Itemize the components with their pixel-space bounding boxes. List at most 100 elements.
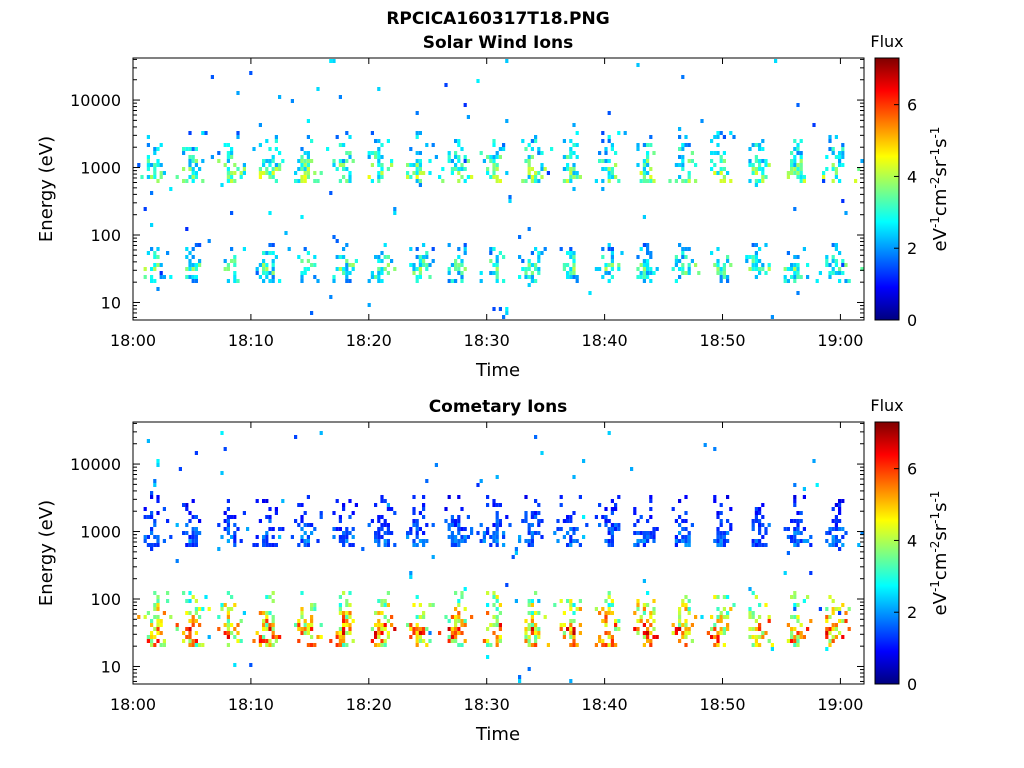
heatmap-cell xyxy=(636,543,640,547)
heatmap-cell xyxy=(754,251,758,255)
heatmap-cell xyxy=(268,595,272,599)
heatmap-cell xyxy=(681,143,685,147)
heatmap-cell xyxy=(454,615,458,619)
heatmap-cell xyxy=(226,155,230,159)
heatmap-cell xyxy=(342,619,346,623)
heatmap-cell xyxy=(610,171,614,175)
heatmap-cell xyxy=(412,511,416,515)
heatmap-cell xyxy=(338,255,342,259)
heatmap-cell xyxy=(188,591,192,595)
heatmap-cell xyxy=(854,179,858,183)
heatmap-cell xyxy=(329,191,333,195)
heatmap-cell xyxy=(428,603,432,607)
heatmap-cell xyxy=(418,271,422,275)
heatmap-cell xyxy=(713,163,717,167)
heatmap-cell xyxy=(521,519,525,523)
heatmap-cell xyxy=(796,527,800,531)
heatmap-cell xyxy=(601,187,605,191)
heatmap-cell xyxy=(297,167,301,171)
heatmap-cell xyxy=(482,159,486,163)
heatmap-cell xyxy=(642,635,646,639)
heatmap-cell xyxy=(831,163,835,167)
heatmap-cell xyxy=(530,175,534,179)
heatmap-cell xyxy=(143,539,147,543)
heatmap-cell xyxy=(770,647,774,651)
heatmap-cell xyxy=(790,171,794,175)
heatmap-cell xyxy=(479,151,483,155)
heatmap-cell xyxy=(335,643,339,647)
heatmap-cell xyxy=(527,599,531,603)
heatmap-cell xyxy=(732,135,736,139)
heatmap-cell xyxy=(569,527,573,531)
heatmap-cell xyxy=(338,159,342,163)
heatmap-cell xyxy=(671,507,675,511)
heatmap-cell xyxy=(716,535,720,539)
heatmap-cell xyxy=(562,535,566,539)
heatmap-cell xyxy=(236,131,240,135)
heatmap-cell xyxy=(761,159,765,163)
heatmap-cell xyxy=(457,139,461,143)
heatmap-cell xyxy=(412,519,416,523)
heatmap-cell xyxy=(185,635,189,639)
heatmap-cell xyxy=(674,519,678,523)
heatmap-cell xyxy=(642,611,646,615)
heatmap-cell xyxy=(646,635,650,639)
heatmap-cell xyxy=(834,259,838,263)
heatmap-cell xyxy=(454,591,458,595)
heatmap-cell xyxy=(614,623,618,627)
heatmap-cell xyxy=(834,535,838,539)
heatmap-cell xyxy=(495,639,499,643)
heatmap-cell xyxy=(575,539,579,543)
heatmap-cell xyxy=(367,279,371,283)
heatmap-cell xyxy=(447,619,451,623)
heatmap-cell xyxy=(687,143,691,147)
heatmap-cell xyxy=(287,247,291,251)
heatmap-cell xyxy=(348,263,352,267)
heatmap-cell xyxy=(838,503,842,507)
heatmap-cell xyxy=(710,251,714,255)
heatmap-cell xyxy=(799,635,803,639)
heatmap-cell xyxy=(745,255,749,259)
heatmap-cell xyxy=(217,151,221,155)
heatmap-cell xyxy=(607,431,611,435)
heatmap-cell xyxy=(454,523,458,527)
heatmap-cell xyxy=(175,623,179,627)
heatmap-cell xyxy=(335,267,339,271)
heatmap-cell xyxy=(607,111,611,115)
heatmap-cell xyxy=(351,527,355,531)
heatmap-cell xyxy=(348,531,352,535)
heatmap-cell xyxy=(415,111,419,115)
heatmap-cell xyxy=(524,519,528,523)
heatmap-cell xyxy=(383,243,387,247)
heatmap-cell xyxy=(463,527,467,531)
heatmap-cell xyxy=(502,535,506,539)
heatmap-cell xyxy=(818,271,822,275)
heatmap-cell xyxy=(265,267,269,271)
heatmap-cell xyxy=(450,627,454,631)
heatmap-cell xyxy=(559,599,563,603)
heatmap-cell xyxy=(255,631,259,635)
heatmap-cell xyxy=(505,119,509,123)
heatmap-cell xyxy=(198,615,202,619)
heatmap-cell xyxy=(482,639,486,643)
heatmap-cell xyxy=(345,131,349,135)
heatmap-cell xyxy=(825,259,829,263)
heatmap-cell xyxy=(838,499,842,503)
heatmap-cell xyxy=(719,275,723,279)
heatmap-cell xyxy=(642,175,646,179)
heatmap-cell xyxy=(194,175,198,179)
heatmap-cell xyxy=(527,267,531,271)
heatmap-cell xyxy=(185,275,189,279)
heatmap-cell xyxy=(534,179,538,183)
heatmap-cell xyxy=(156,619,160,623)
heatmap-cell xyxy=(681,163,685,167)
heatmap-cell xyxy=(262,635,266,639)
heatmap-cell xyxy=(505,307,509,311)
heatmap-cell xyxy=(825,607,829,611)
heatmap-cell xyxy=(518,275,522,279)
heatmap-cell xyxy=(793,591,797,595)
heatmap-cell xyxy=(338,143,342,147)
heatmap-cell xyxy=(434,463,438,467)
heatmap-cell xyxy=(191,515,195,519)
heatmap-cell xyxy=(825,255,829,259)
